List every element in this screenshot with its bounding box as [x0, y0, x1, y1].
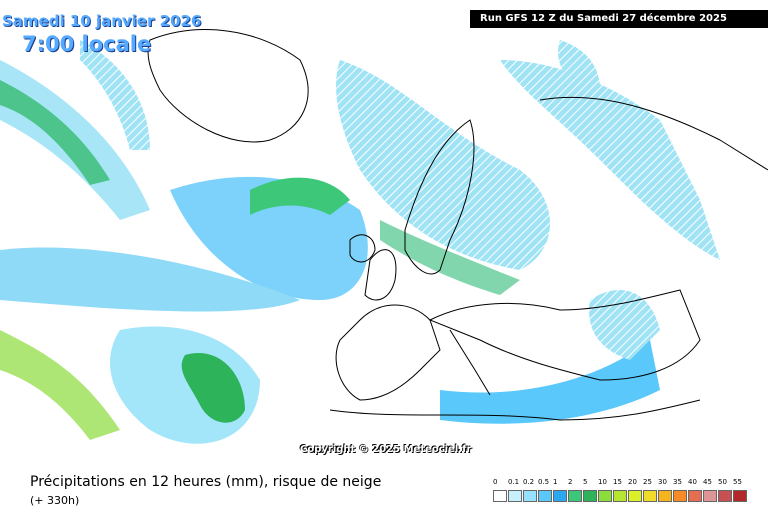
legend-label: 5 — [583, 478, 588, 486]
legend-swatch — [613, 490, 627, 502]
legend-label: 50 — [718, 478, 727, 486]
legend-swatch — [703, 490, 717, 502]
legend-label: 0.2 — [523, 478, 535, 486]
run-info: Run GFS 12 Z du Samedi 27 décembre 2025 — [470, 10, 768, 28]
legend-swatch — [688, 490, 702, 502]
footer-title: Précipitations en 12 heures (mm), risque… — [30, 474, 382, 490]
legend-label: 1 — [553, 478, 558, 486]
legend-swatch — [538, 490, 552, 502]
legend: 0 0.1 0.2 0.5 1 2 5 10 15 20 25 30 35 40 45 50 55 — [493, 478, 763, 508]
legend-label: 20 — [628, 478, 637, 486]
legend-swatch — [643, 490, 657, 502]
forecast-lead: (+ 330h) — [30, 494, 80, 507]
legend-swatch — [598, 490, 612, 502]
legend-label: 55 — [733, 478, 742, 486]
legend-swatch — [718, 490, 732, 502]
legend-swatch — [553, 490, 567, 502]
legend-swatch — [628, 490, 642, 502]
legend-label: 0.1 — [508, 478, 520, 486]
legend-label: 10 — [598, 478, 607, 486]
legend-swatch — [733, 490, 747, 502]
legend-swatch — [508, 490, 522, 502]
precipitation — [0, 40, 720, 444]
legend-label: 40 — [688, 478, 697, 486]
legend-label: 25 — [643, 478, 652, 486]
legend-swatch — [658, 490, 672, 502]
legend-swatch — [568, 490, 582, 502]
legend-swatch — [673, 490, 687, 502]
legend-label: 0.5 — [538, 478, 550, 486]
coastlines — [147, 29, 768, 421]
legend-label: 15 — [613, 478, 622, 486]
legend-swatch — [583, 490, 597, 502]
valid-time: 7:00 locale — [22, 32, 152, 56]
legend-label: 35 — [673, 478, 682, 486]
legend-swatch — [523, 490, 537, 502]
legend-label: 30 — [658, 478, 667, 486]
copyright: Copyright © 2025 Meteociel.fr — [300, 444, 472, 455]
valid-date: Samedi 10 janvier 2026 — [2, 12, 202, 30]
legend-label: 45 — [703, 478, 712, 486]
legend-label: 0 — [493, 478, 498, 486]
legend-label: 2 — [568, 478, 573, 486]
legend-swatch — [493, 490, 507, 502]
